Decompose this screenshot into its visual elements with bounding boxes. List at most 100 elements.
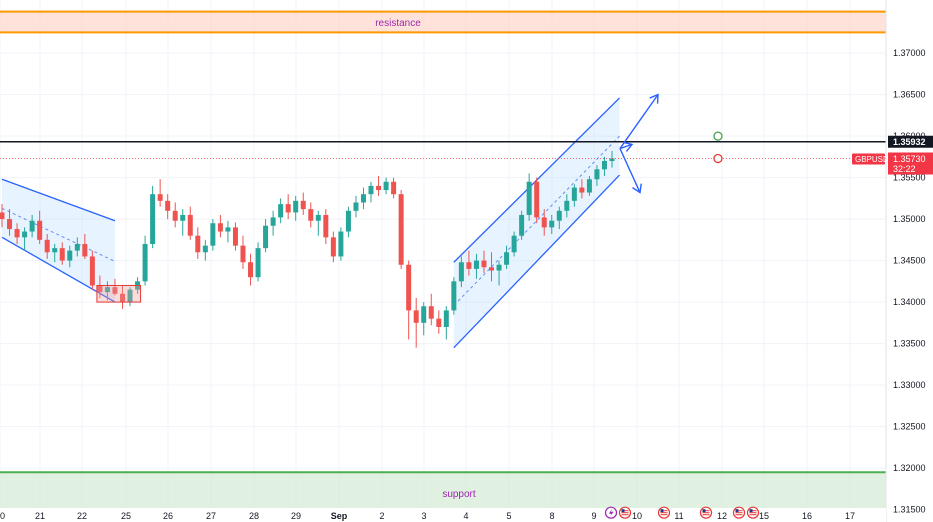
candle-body [104, 287, 110, 293]
candles [0, 151, 615, 348]
alert-marker-green [713, 131, 723, 141]
candle-body [376, 185, 382, 191]
price-axis[interactable]: 1.370001.365001.360001.355001.350001.345… [852, 0, 933, 522]
support-label: support [442, 489, 476, 500]
channel-median-line [1, 207, 116, 262]
candle-body [157, 194, 163, 201]
lightning-icon-bolt [609, 508, 614, 517]
x-tick-label: 20 [0, 511, 5, 521]
y-tick-label: 1.32500 [893, 422, 926, 432]
candle-body [119, 293, 125, 303]
countdown-label: 32:22 [893, 164, 916, 174]
candle-body [150, 194, 156, 244]
x-tick-label: 28 [249, 511, 259, 521]
us-flag-icon [746, 506, 760, 519]
candle-body [67, 250, 73, 261]
candle-body [579, 187, 585, 193]
candle-body [300, 200, 306, 210]
candle-body [549, 220, 555, 228]
candle-body [172, 210, 178, 221]
candle-body [526, 181, 532, 215]
x-tick-label: 22 [77, 511, 87, 521]
candle-body [345, 210, 351, 232]
candle-body [428, 306, 434, 319]
y-tick-label: 1.37000 [893, 48, 926, 58]
x-tick-label: 17 [845, 511, 855, 521]
candle-body [556, 210, 562, 221]
candle-body [195, 235, 201, 253]
candle-body [353, 202, 359, 211]
candle-body [293, 200, 299, 213]
symbol-tag-label: GBPUSD [855, 155, 889, 164]
breakout-arrow-head [623, 141, 634, 152]
candle-body [360, 194, 366, 203]
lightning-icon [604, 506, 618, 519]
candle-body [571, 187, 577, 201]
us-flag-icon-canton [660, 509, 664, 513]
candle-body [165, 200, 171, 211]
candle-body [74, 243, 80, 251]
candle-body [368, 185, 374, 195]
resistance-zone[interactable] [0, 11, 886, 33]
y-tick-label: 1.35500 [893, 173, 926, 183]
y-tick-label: 1.34000 [893, 297, 926, 307]
candle-body [338, 231, 344, 257]
candle-body [609, 158, 615, 161]
candle-body [391, 181, 397, 195]
candle-body [248, 262, 254, 278]
candle-body [240, 245, 246, 263]
candle-body [586, 179, 592, 193]
channel-lower-line [1, 236, 116, 303]
candle-body [7, 219, 13, 230]
candle-body [473, 260, 479, 269]
candle-body [564, 200, 570, 211]
us-flag-icon [618, 506, 632, 519]
x-tick-label: Sep [331, 511, 348, 521]
candle-body [52, 248, 58, 253]
candle-body [383, 181, 389, 191]
candle-body [308, 209, 314, 221]
candle-body [323, 214, 329, 238]
candle-body [489, 267, 495, 271]
annotations [96, 93, 723, 303]
candle-body [466, 262, 472, 269]
us-flag-icon-canton [621, 509, 625, 513]
y-tick-label: 1.31500 [893, 505, 926, 515]
candle-body [232, 227, 238, 246]
us-flag-icon-canton [749, 509, 753, 513]
candle-body [187, 214, 193, 236]
us-flag-icon-canton [702, 509, 706, 513]
candle-body [217, 223, 223, 232]
candle-body [14, 229, 20, 238]
candle-body [481, 260, 487, 268]
candle-body [29, 220, 35, 232]
y-tick-label: 1.33500 [893, 339, 926, 349]
candle-body [89, 256, 95, 286]
candle-body [413, 310, 419, 323]
symbol-tag [852, 153, 885, 165]
price-lines [0, 140, 886, 159]
x-tick-label: 4 [463, 511, 468, 521]
key-level-tag-label: 1.35932 [893, 137, 926, 147]
candle-body [263, 225, 269, 249]
us-flag-icon [732, 506, 746, 519]
candle-body [436, 318, 442, 327]
bearish-projection-arrow [619, 148, 641, 193]
x-tick-label: 2 [379, 511, 384, 521]
candle-body [330, 237, 336, 257]
x-tick-label: 8 [549, 511, 554, 521]
us-flag-icon-canton [735, 509, 739, 513]
zones: resistance support [0, 10, 886, 515]
x-tick-label: 29 [291, 511, 301, 521]
candle-body [112, 287, 118, 294]
channel-upper-line [1, 178, 116, 222]
breakout-arrow [619, 143, 633, 150]
candle-body [458, 262, 464, 282]
candle-body [443, 310, 449, 327]
resistance-label: resistance [375, 18, 421, 29]
candle-body [451, 281, 457, 311]
economic-events [604, 506, 760, 519]
candle-body [127, 289, 133, 303]
us-flag-icon [699, 506, 713, 519]
